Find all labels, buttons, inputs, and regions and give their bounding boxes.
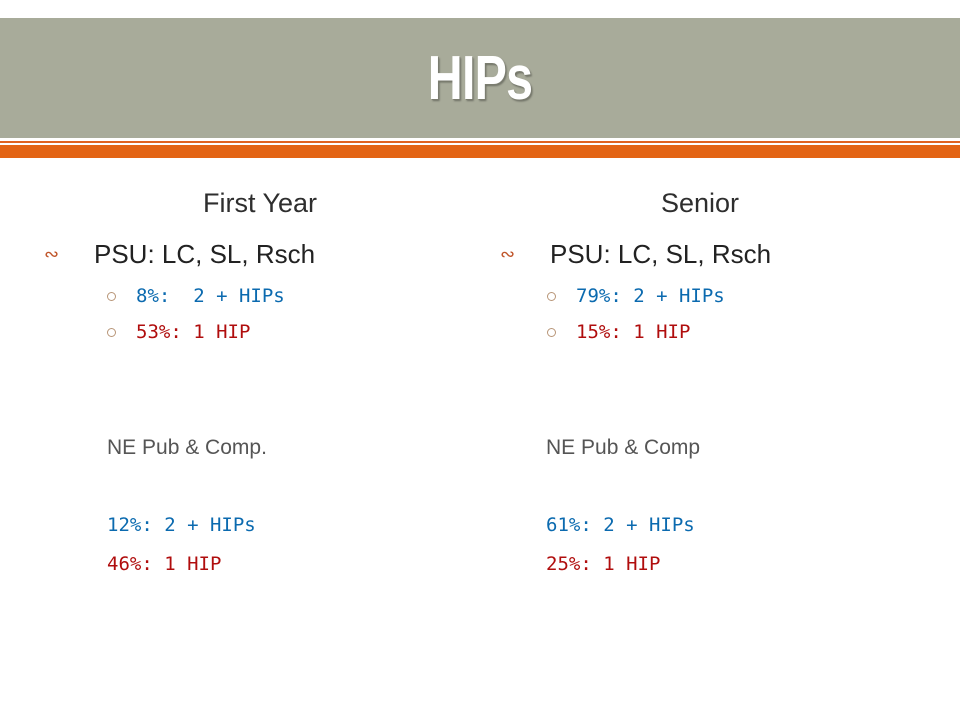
comparison-label: NE Pub & Comp. — [107, 436, 267, 459]
title-bar — [0, 18, 960, 138]
sub-item: 15%: 1 HIP — [547, 320, 690, 344]
swirl-bullet-icon: ∾ — [44, 243, 60, 265]
sub-item-text: 79%: 2 + HIPs — [576, 285, 725, 307]
comparison-stat: 46%: 1 HIP — [107, 553, 222, 575]
sub-item-text: 8%: 2 + HIPs — [136, 285, 285, 307]
sub-item: 79%: 2 + HIPs — [547, 284, 725, 308]
circle-bullet-icon — [107, 291, 116, 301]
comparison-label: NE Pub & Comp — [546, 436, 701, 459]
swirl-bullet-icon: ∾ — [500, 243, 516, 265]
column-heading-first-year: First Year — [202, 188, 318, 218]
circle-bullet-icon — [547, 291, 556, 301]
comparison-stat: 12%: 2 + HIPs — [107, 514, 256, 536]
bullet-item: ∾ PSU: LC, SL, Rsch — [500, 236, 771, 272]
circle-bullet-icon — [547, 327, 556, 337]
sub-item: 8%: 2 + HIPs — [107, 284, 285, 308]
accent-band — [0, 145, 960, 158]
sub-item-text: 15%: 1 HIP — [576, 321, 691, 343]
accent-line — [0, 141, 960, 143]
bullet-item: ∾ PSU: LC, SL, Rsch — [44, 236, 315, 272]
sub-item: 53%: 1 HIP — [107, 320, 250, 344]
bullet-text: PSU: LC, SL, Rsch — [550, 238, 772, 269]
comparison-stat: 25%: 1 HIP — [546, 553, 661, 575]
bullet-text: PSU: LC, SL, Rsch — [94, 238, 316, 269]
sub-item-text: 53%: 1 HIP — [136, 321, 251, 343]
column-heading-senior: Senior — [660, 188, 740, 218]
comparison-stat: 61%: 2 + HIPs — [546, 514, 695, 536]
circle-bullet-icon — [107, 327, 116, 337]
slide-title: HIPs — [427, 43, 533, 113]
